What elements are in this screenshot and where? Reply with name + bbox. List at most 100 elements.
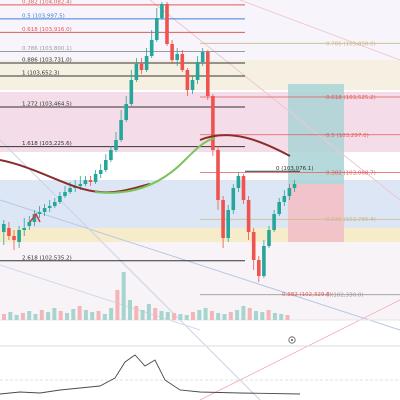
eye-icon[interactable] [288, 336, 296, 344]
candle-body[interactable] [68, 188, 72, 192]
volume-bar [90, 312, 95, 320]
volume-bar [203, 308, 208, 320]
candle-body[interactable] [170, 44, 174, 60]
fib-level-label-left: 1.272 (103,464.5) [22, 102, 72, 108]
volume-bar [71, 309, 76, 320]
candle-body[interactable] [211, 96, 215, 150]
candle-body[interactable] [195, 62, 200, 80]
candle-body[interactable] [257, 260, 261, 276]
candle-body[interactable] [47, 206, 52, 208]
candle-body[interactable] [22, 228, 26, 230]
candle-body[interactable] [114, 140, 118, 150]
candle-body[interactable] [180, 54, 185, 70]
candle-body[interactable] [155, 18, 159, 40]
candle-body[interactable] [134, 64, 139, 80]
volume-bar [272, 313, 277, 320]
candle-body[interactable] [42, 208, 47, 212]
volume-bar [285, 315, 290, 320]
candle-body[interactable] [78, 184, 83, 186]
candle-body[interactable] [236, 176, 241, 188]
candle-body[interactable] [124, 104, 128, 120]
candle-body[interactable] [53, 202, 57, 206]
candle-body[interactable] [63, 192, 67, 196]
volume-bar [146, 304, 151, 320]
volume-bar [191, 312, 195, 320]
candle-body[interactable] [83, 180, 88, 184]
candle-body[interactable] [185, 70, 190, 90]
fib-level-label-left: 0.618 (103,916.0) [22, 27, 72, 33]
candle-body[interactable] [144, 56, 149, 70]
trend-line-2[interactable] [149, 0, 400, 201]
volume-bar [109, 308, 114, 320]
candle-body[interactable] [160, 4, 164, 18]
trend-line-1[interactable] [0, 139, 261, 400]
candle-body[interactable] [129, 80, 134, 104]
candle-body[interactable] [165, 4, 169, 44]
candle-body[interactable] [221, 200, 225, 238]
bg-zone-top [0, 0, 400, 60]
candle-body[interactable] [292, 184, 297, 188]
candle-body[interactable] [32, 214, 37, 222]
fib-level-label-right: 0.236 (102,786.4) [326, 217, 376, 223]
volume-bar [83, 310, 88, 320]
eye-icon-pupil [291, 339, 293, 341]
moving-average-green[interactable] [94, 137, 216, 194]
candle-body[interactable] [139, 64, 144, 70]
stop-loss-zone[interactable] [288, 184, 344, 242]
volume-bar [58, 311, 63, 320]
fib-level-label-left: 1 (103,652.3) [22, 71, 60, 77]
candle-body[interactable] [88, 180, 93, 182]
candle-body[interactable] [175, 54, 179, 60]
candle-body[interactable] [27, 222, 32, 226]
candle-body[interactable] [282, 196, 287, 202]
candle-body[interactable] [206, 52, 210, 96]
candle-body[interactable] [17, 230, 21, 242]
candle-body[interactable] [246, 200, 251, 232]
volume-bar [228, 312, 233, 320]
fib-level-label-right: 0 (102,330.0) [326, 293, 364, 299]
candle-body[interactable] [231, 188, 236, 210]
candle-body[interactable] [58, 196, 62, 202]
fib-level-label-right: 0.618 (103,525.2) [326, 95, 376, 101]
candle-body[interactable] [190, 80, 195, 90]
volume-bar [140, 310, 145, 320]
candle-body[interactable] [2, 224, 6, 232]
candle-body[interactable] [109, 150, 113, 160]
volume-bar [96, 311, 101, 320]
candle-body[interactable] [277, 202, 281, 214]
take-profit-zone[interactable] [288, 84, 344, 184]
moving-average-red-right[interactable] [199, 134, 291, 157]
fib-level-label-right: 0.382 (103,068.7) [326, 171, 376, 177]
candle-body[interactable] [262, 246, 266, 276]
candle-body[interactable] [226, 210, 230, 238]
candle-body[interactable] [12, 236, 16, 240]
candle-body[interactable] [119, 120, 123, 140]
candle-body[interactable] [149, 40, 154, 56]
volume-bar [153, 308, 158, 320]
trend-line-3[interactable] [199, 299, 400, 400]
trend-line-0[interactable] [0, 199, 400, 331]
candle-body[interactable] [98, 170, 103, 174]
volume-bar [46, 312, 51, 320]
candle-body[interactable] [267, 230, 271, 246]
indicator-line[interactable] [0, 354, 301, 395]
volume-bar [184, 315, 189, 320]
candle-body[interactable] [93, 174, 98, 182]
candle-body[interactable] [272, 214, 276, 230]
trend-line-5[interactable] [239, 0, 400, 61]
volume-bar [134, 306, 139, 320]
candle-body[interactable] [216, 150, 220, 200]
candle-body[interactable] [287, 188, 292, 196]
arrow-up-icon [29, 212, 41, 223]
volume-bar [128, 300, 132, 320]
candle-body[interactable] [37, 212, 42, 214]
candle-body[interactable] [251, 232, 256, 260]
candle-body[interactable] [200, 52, 205, 62]
candle-body[interactable] [241, 176, 246, 200]
volume-bar [165, 312, 170, 320]
candle-body[interactable] [104, 160, 108, 170]
volume-bar [260, 312, 265, 320]
candle-body[interactable] [7, 228, 11, 236]
